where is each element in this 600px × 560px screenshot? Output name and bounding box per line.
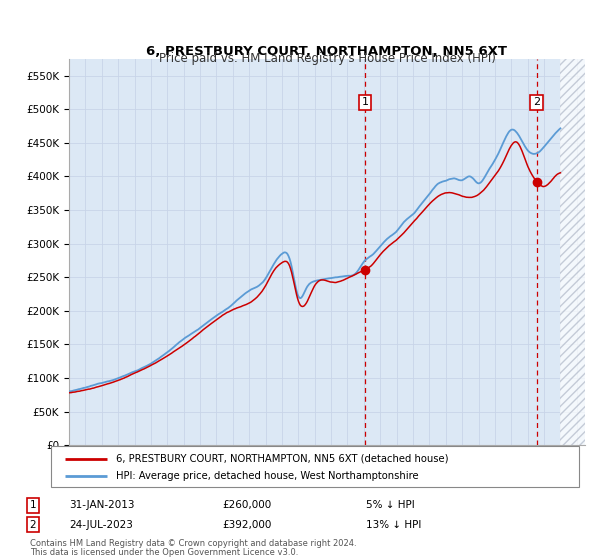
Text: 31-JAN-2013: 31-JAN-2013 (69, 500, 134, 510)
Text: 1: 1 (362, 97, 368, 108)
Text: Price paid vs. HM Land Registry's House Price Index (HPI): Price paid vs. HM Land Registry's House … (158, 52, 496, 64)
Text: 2: 2 (29, 520, 37, 530)
Text: 2: 2 (533, 97, 541, 108)
Text: 6, PRESTBURY COURT, NORTHAMPTON, NN5 6XT (detached house): 6, PRESTBURY COURT, NORTHAMPTON, NN5 6XT… (116, 454, 448, 464)
Text: £260,000: £260,000 (222, 500, 271, 510)
Text: 13% ↓ HPI: 13% ↓ HPI (366, 520, 421, 530)
Text: 24-JUL-2023: 24-JUL-2023 (69, 520, 133, 530)
Text: 1: 1 (29, 500, 37, 510)
Text: HPI: Average price, detached house, West Northamptonshire: HPI: Average price, detached house, West… (116, 470, 418, 480)
Title: 6, PRESTBURY COURT, NORTHAMPTON, NN5 6XT: 6, PRESTBURY COURT, NORTHAMPTON, NN5 6XT (146, 45, 508, 58)
Text: Contains HM Land Registry data © Crown copyright and database right 2024.: Contains HM Land Registry data © Crown c… (30, 539, 356, 548)
Bar (560, 59, 585, 445)
Text: This data is licensed under the Open Government Licence v3.0.: This data is licensed under the Open Gov… (30, 548, 298, 557)
Text: £392,000: £392,000 (222, 520, 271, 530)
Text: 5% ↓ HPI: 5% ↓ HPI (366, 500, 415, 510)
